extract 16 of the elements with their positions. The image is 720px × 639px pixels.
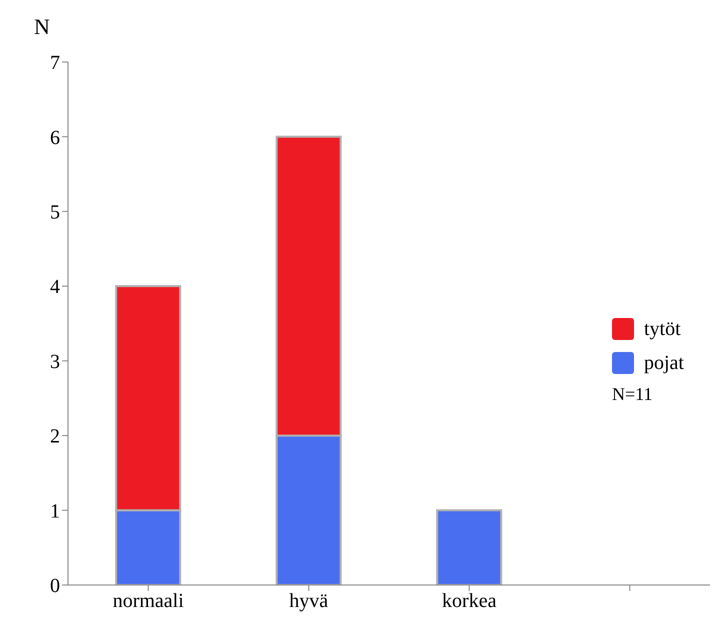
y-tick-label: 2 [50,426,60,448]
y-tick-label: 7 [50,52,60,74]
annotation: N=11 [612,384,652,405]
bar [436,509,502,585]
legend-label: pojat [644,352,684,374]
y-axis-title: N [34,14,50,39]
x-tick-label: normaali [112,590,184,612]
legend-label: tytöt [644,318,681,340]
y-tick-label: 5 [50,202,60,224]
y-tick-label: 3 [50,350,60,373]
y-tick-label: 0 [50,575,60,598]
y-tick-label: 1 [50,500,60,522]
x-tick-label: korkea [442,590,497,612]
y-tick-label: 4 [50,276,60,298]
y-tick-label: 6 [50,126,60,149]
x-tick-label: hyvä [289,590,328,612]
